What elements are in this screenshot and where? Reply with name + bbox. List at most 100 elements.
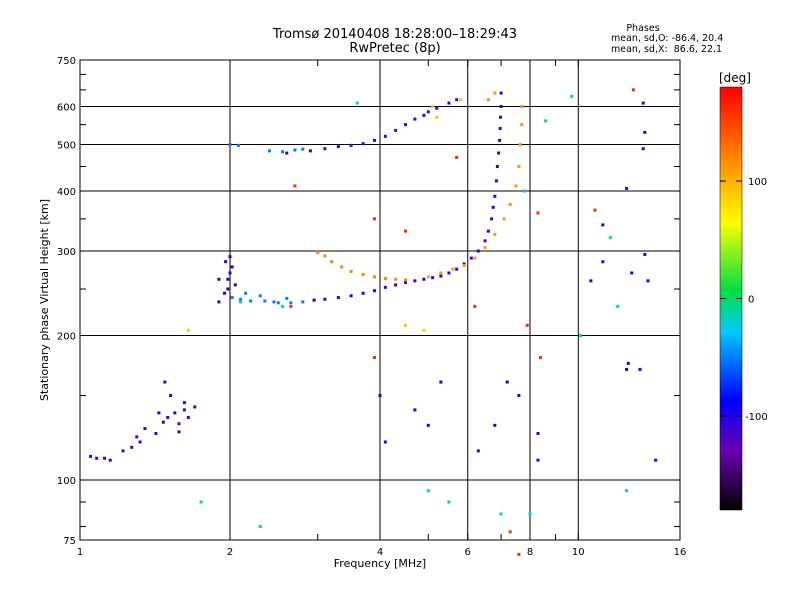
data-point xyxy=(236,143,240,147)
data-point xyxy=(413,408,417,412)
data-point xyxy=(293,148,297,152)
data-point xyxy=(95,456,99,460)
data-point xyxy=(539,355,543,359)
y-tick-label: 200 xyxy=(57,332,76,343)
colorbar-label: [deg] xyxy=(719,71,751,85)
data-point xyxy=(230,296,234,300)
data-point xyxy=(625,367,629,371)
data-point xyxy=(349,269,353,273)
data-point xyxy=(249,299,253,303)
data-point xyxy=(157,411,161,415)
data-point xyxy=(281,150,285,154)
data-point xyxy=(135,435,139,439)
data-point xyxy=(517,552,521,556)
data-point xyxy=(426,110,430,114)
data-point xyxy=(486,229,490,233)
data-point xyxy=(498,115,502,119)
phases-title: Phases xyxy=(626,23,660,34)
data-point xyxy=(340,265,344,269)
data-point xyxy=(336,296,340,300)
data-point xyxy=(224,260,228,264)
data-point xyxy=(267,149,271,153)
data-point xyxy=(491,205,495,209)
data-point xyxy=(276,301,280,305)
colorbar-ticks: -100 0 100 xyxy=(720,177,768,423)
o-mode-stats: mean, sd,O: -86.4, 20.4 xyxy=(611,33,724,44)
data-point xyxy=(378,394,382,398)
data-point xyxy=(498,126,502,130)
data-point xyxy=(289,304,293,308)
data-point xyxy=(505,380,509,384)
data-point xyxy=(578,334,582,338)
data-point xyxy=(497,151,501,155)
data-point xyxy=(373,217,377,221)
y-tick-label: 750 xyxy=(57,56,76,67)
data-point xyxy=(422,277,426,281)
data-point xyxy=(355,101,359,105)
data-point xyxy=(138,440,142,444)
data-point xyxy=(641,147,645,151)
data-point xyxy=(373,355,377,359)
data-point xyxy=(422,113,426,117)
data-point xyxy=(654,458,658,462)
colorbar-tick-label: 100 xyxy=(748,177,767,188)
x-mode-stats: mean, sd,X: 86.6, 22.1 xyxy=(611,44,723,55)
data-point xyxy=(498,138,502,142)
data-point xyxy=(263,299,267,303)
data-point xyxy=(431,105,435,109)
data-point xyxy=(349,294,353,298)
data-point xyxy=(173,411,177,415)
data-point xyxy=(451,267,455,271)
data-point xyxy=(285,151,289,155)
data-point xyxy=(439,380,443,384)
data-point xyxy=(258,525,262,529)
data-point xyxy=(490,217,494,221)
data-point xyxy=(394,128,398,132)
data-point xyxy=(520,123,524,127)
data-point xyxy=(330,260,334,264)
data-point xyxy=(383,285,387,289)
data-point xyxy=(435,115,439,119)
data-point xyxy=(301,300,305,304)
data-point xyxy=(646,279,650,283)
data-point xyxy=(177,430,181,434)
data-point xyxy=(182,401,186,405)
data-point xyxy=(455,267,459,271)
y-tick-label: 400 xyxy=(57,187,76,198)
data-point xyxy=(403,278,407,282)
data-point xyxy=(462,263,466,267)
data-point xyxy=(476,249,480,253)
data-point xyxy=(473,304,477,308)
x-tick-label: 4 xyxy=(377,547,383,558)
data-point xyxy=(281,304,285,308)
data-point xyxy=(528,512,532,516)
data-point xyxy=(323,147,327,151)
colorbar-tick-label: -100 xyxy=(745,412,768,423)
data-point xyxy=(643,253,647,257)
data-point xyxy=(630,271,634,275)
data-point xyxy=(177,422,181,426)
data-point xyxy=(493,91,497,95)
data-point xyxy=(233,283,237,287)
data-point xyxy=(447,500,451,504)
data-point xyxy=(508,202,512,206)
data-point xyxy=(293,184,297,188)
data-point xyxy=(502,217,506,221)
data-point xyxy=(601,260,605,264)
data-point xyxy=(163,380,167,384)
data-point xyxy=(89,454,93,458)
data-point xyxy=(312,298,316,302)
data-point xyxy=(361,273,365,277)
data-point xyxy=(625,489,629,493)
data-point xyxy=(169,394,173,398)
data-point xyxy=(616,304,620,308)
data-point xyxy=(239,297,243,301)
data-point xyxy=(476,449,480,453)
data-point xyxy=(186,415,190,419)
data-point xyxy=(435,106,439,110)
data-point xyxy=(217,277,221,281)
data-point xyxy=(166,415,170,419)
y-axis-label: Stationary phase Virtual Height [km] xyxy=(38,199,51,401)
data-point xyxy=(601,223,605,227)
data-point xyxy=(217,300,221,304)
